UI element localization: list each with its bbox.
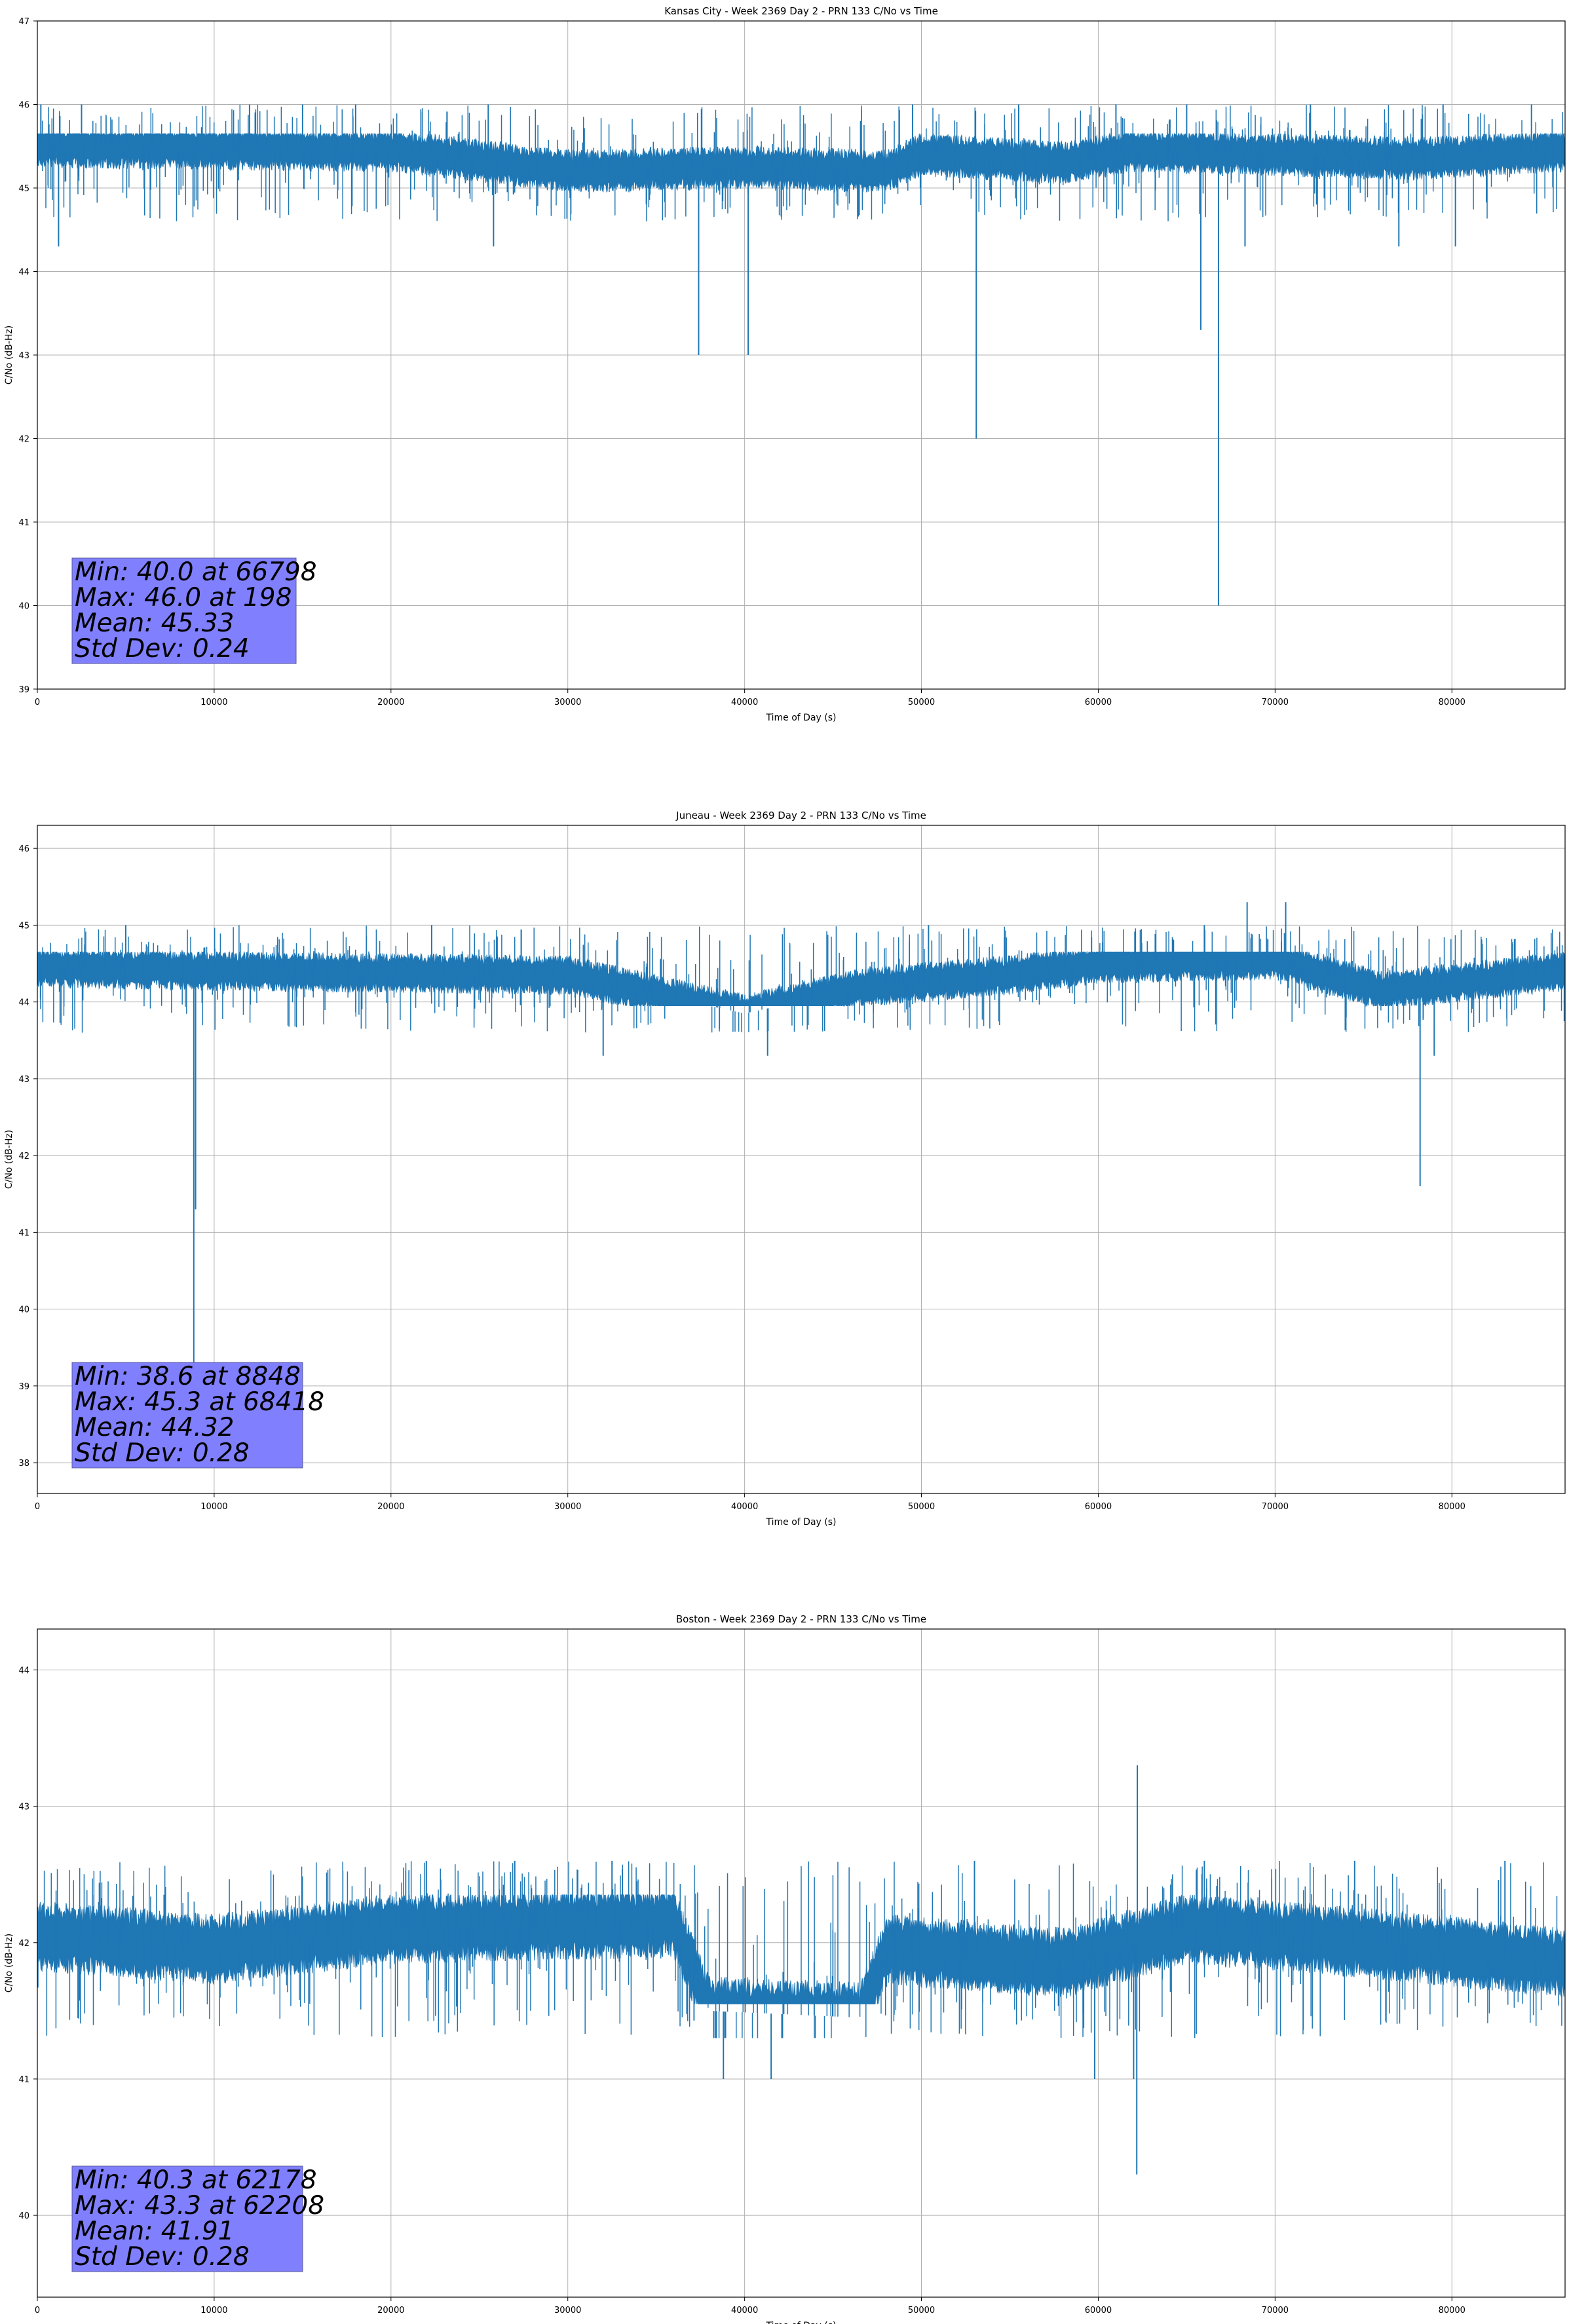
series-noise	[41, 104, 1563, 221]
chart-panel-1: 0 10000 20000 30000 40000 50000 60000 70000 8000…	[4, 5, 1566, 723]
y-tick-label: 44	[18, 268, 29, 278]
x-tick-label: 0	[35, 2306, 40, 2315]
stats-line: Max: 45.3 at 68418	[75, 1387, 324, 1417]
x-tick-label: 80000	[1439, 698, 1465, 707]
y-tick-label: 45	[18, 921, 29, 931]
x-tick-label: 10000	[200, 698, 227, 707]
y-axis-label: C/No (dB-Hz)	[4, 1934, 14, 1993]
x-tick-label: 80000	[1439, 2306, 1465, 2315]
x-tick-label: 30000	[554, 2306, 581, 2315]
x-tick-label: 80000	[1439, 1502, 1465, 1512]
x-tick-label: 30000	[554, 698, 581, 707]
x-tick-label: 10000	[200, 2306, 227, 2315]
y-tick-label: 43	[18, 1075, 29, 1085]
series-noise	[39, 925, 1565, 1033]
y-tick-label: 39	[18, 1382, 29, 1392]
y-axis-label: C/No (dB-Hz)	[4, 1130, 14, 1189]
x-tick-label: 70000	[1262, 698, 1289, 707]
y-tick-label: 44	[18, 998, 29, 1008]
x-tick-label: 50000	[908, 2306, 935, 2315]
y-tick-label: 43	[18, 1803, 29, 1812]
y-tick-label: 41	[18, 2075, 29, 2085]
stats-line: Mean: 41.91	[75, 2217, 234, 2246]
x-tick-label: 50000	[908, 1502, 935, 1512]
y-tick-label: 45	[18, 184, 29, 194]
stats-line: Mean: 44.32	[75, 1413, 234, 1442]
x-tick-label: 40000	[731, 698, 758, 707]
x-tick-label: 70000	[1262, 2306, 1289, 2315]
stats-line: Min: 38.6 at 8848	[75, 1362, 301, 1391]
stats-line: Std Dev: 0.28	[75, 1438, 250, 1468]
x-tick-label: 20000	[377, 698, 404, 707]
stats-line: Max: 43.3 at 62208	[75, 2191, 324, 2221]
y-tick-label: 43	[18, 351, 29, 361]
y-tick-label: 40	[18, 1305, 29, 1315]
x-tick-label: 10000	[200, 1502, 227, 1512]
x-tick-label: 60000	[1085, 1502, 1112, 1512]
x-tick-label: 0	[35, 698, 40, 707]
y-tick-label: 41	[18, 1228, 29, 1238]
y-tick-label: 44	[18, 1666, 29, 1676]
x-tick-label: 50000	[908, 698, 935, 707]
chart-title: Boston - Week 2369 Day 2 - PRN 133 C/No …	[676, 1613, 926, 1625]
y-tick-label: 38	[18, 1459, 29, 1469]
y-tick-label: 41	[18, 518, 29, 528]
y-tick-label: 46	[18, 844, 29, 854]
stats-box	[71, 1362, 303, 1469]
x-tick-label: 60000	[1085, 698, 1112, 707]
chart-panel-3: 0 10000 20000 30000 40000 50000 60000 70000 8000…	[4, 1613, 1566, 2324]
x-axis-label: Time of Day (s)	[766, 1517, 837, 1527]
x-tick-label: 40000	[731, 1502, 758, 1512]
y-tick-label: 42	[18, 435, 29, 445]
y-tick-label: 46	[18, 101, 29, 111]
y-tick-label: 42	[18, 1152, 29, 1161]
stats-line: Mean: 45.33	[75, 609, 234, 638]
stats-line: Std Dev: 0.24	[75, 634, 250, 664]
y-tick-label: 47	[18, 17, 29, 27]
chart-panel-2: 0 10000 20000 30000 40000 50000 60000 70000 8000…	[4, 810, 1566, 1527]
chart-title: Kansas City - Week 2369 Day 2 - PRN 133 …	[664, 5, 938, 17]
x-axis-label: Time of Day (s)	[766, 2321, 837, 2324]
axes-frame	[37, 1628, 1566, 2298]
stats-box	[71, 2165, 303, 2272]
stats-line: Min: 40.0 at 66798	[75, 557, 317, 587]
y-tick-label: 40	[18, 602, 29, 612]
y-axis-label: C/No (dB-Hz)	[4, 326, 14, 384]
x-tick-label: 30000	[554, 1502, 581, 1512]
stats-line: Std Dev: 0.28	[75, 2242, 250, 2272]
x-tick-label: 40000	[731, 2306, 758, 2315]
x-tick-label: 60000	[1085, 2306, 1112, 2315]
y-tick-label: 39	[18, 685, 29, 695]
stats-box	[71, 557, 297, 664]
x-tick-label: 70000	[1262, 1502, 1289, 1512]
x-axis-label: Time of Day (s)	[766, 713, 837, 723]
axes-frame	[37, 825, 1566, 1494]
y-tick-label: 40	[18, 2211, 29, 2221]
stats-line: Min: 40.3 at 62178	[75, 2165, 317, 2195]
x-tick-label: 20000	[377, 1502, 404, 1512]
y-tick-label: 42	[18, 1939, 29, 1949]
chart-title: Juneau - Week 2369 Day 2 - PRN 133 C/No …	[675, 810, 926, 821]
x-tick-label: 20000	[377, 2306, 404, 2315]
x-tick-label: 0	[35, 1502, 40, 1512]
series-noise	[37, 1861, 1562, 2038]
stats-line: Max: 46.0 at 198	[75, 583, 292, 612]
